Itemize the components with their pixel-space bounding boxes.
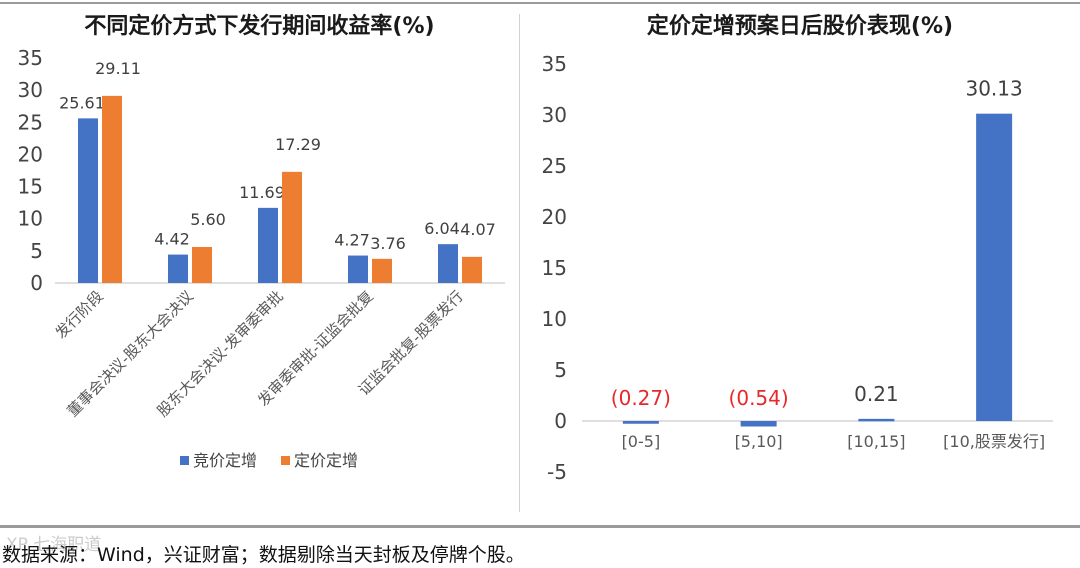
y-tick-label: 5 (30, 239, 43, 263)
bar-fixed-1 (192, 247, 212, 283)
y-tick-label: 10 (542, 307, 567, 331)
legend-label: 定价定增 (294, 451, 358, 470)
data-label: 4.42 (154, 230, 190, 249)
y-tick-label: 0 (554, 409, 567, 433)
y-tick-label: 35 (18, 46, 43, 70)
y-tick-label: 20 (542, 205, 567, 229)
left-chart-title: 不同定价方式下发行期间收益率(%) (84, 14, 435, 39)
legend-swatch-1 (281, 456, 290, 465)
bar-fixed-3 (372, 258, 392, 283)
bar-fixed-4 (462, 256, 482, 283)
source-note: 数据来源：Wind，兴证财富；数据剔除当天封板及停牌个股。 (2, 544, 525, 566)
y-tick-label: 0 (30, 271, 43, 295)
y-tick-label: 10 (18, 207, 43, 231)
data-label: 11.69 (239, 183, 285, 202)
y-tick-label: 25 (18, 110, 43, 134)
legend-label: 竞价定增 (193, 451, 257, 470)
bar-2 (858, 418, 895, 422)
bar-competitive-1 (168, 254, 188, 283)
x-category-label: [0-5] (622, 432, 661, 451)
x-category-label: [5,10] (735, 432, 783, 451)
data-label: 6.04 (424, 219, 460, 238)
y-tick-label: -5 (547, 460, 567, 484)
right-chart-title: 定价定增预案日后股价表现(%) (646, 14, 954, 39)
data-label: 4.27 (334, 231, 370, 250)
bar-competitive-2 (258, 207, 278, 283)
y-tick-label: 5 (554, 358, 567, 382)
y-tick-label: 35 (542, 52, 567, 76)
data-label: (0.54) (729, 386, 789, 410)
top-border (0, 2, 1080, 4)
bar-3 (976, 113, 1013, 421)
y-tick-label: 20 (18, 142, 43, 166)
y-tick-label: 30 (542, 103, 567, 127)
bar-competitive-0 (78, 118, 98, 283)
watermark-text: XP 七海职道 (6, 535, 102, 555)
x-category-label: [10,15] (847, 432, 905, 451)
bottom-border (0, 525, 1080, 528)
data-label: 0.21 (854, 382, 899, 406)
y-tick-label: 30 (18, 78, 43, 102)
bar-fixed-2 (282, 171, 302, 283)
data-label: 29.11 (95, 59, 141, 78)
data-label: 4.07 (460, 220, 496, 239)
y-tick-label: 25 (542, 154, 567, 178)
legend-swatch-0 (180, 456, 189, 465)
data-label: 25.61 (59, 93, 105, 112)
right-chart: -5 0 5 10 15 20 25 30 35 (0.27) [0-5] (0.54) [5,10] 0… (542, 52, 1053, 484)
bar-1 (740, 421, 777, 427)
x-category-label: [10,股票发行] (943, 432, 1045, 451)
data-label: (0.27) (611, 386, 671, 410)
data-label: 5.60 (190, 210, 226, 229)
bar-competitive-4 (438, 244, 458, 283)
bar-competitive-3 (348, 255, 368, 283)
bar-0 (622, 421, 659, 424)
y-tick-label: 15 (18, 175, 43, 199)
data-label: 3.76 (370, 234, 406, 253)
left-chart: 0510152025303525.6129.11发行阶段4.425.60董事会决… (18, 46, 505, 470)
data-label: 17.29 (275, 135, 321, 154)
data-label: 30.13 (965, 77, 1022, 101)
chart-separator (519, 14, 520, 512)
y-tick-label: 15 (542, 256, 567, 280)
bar-fixed-0 (102, 95, 122, 283)
